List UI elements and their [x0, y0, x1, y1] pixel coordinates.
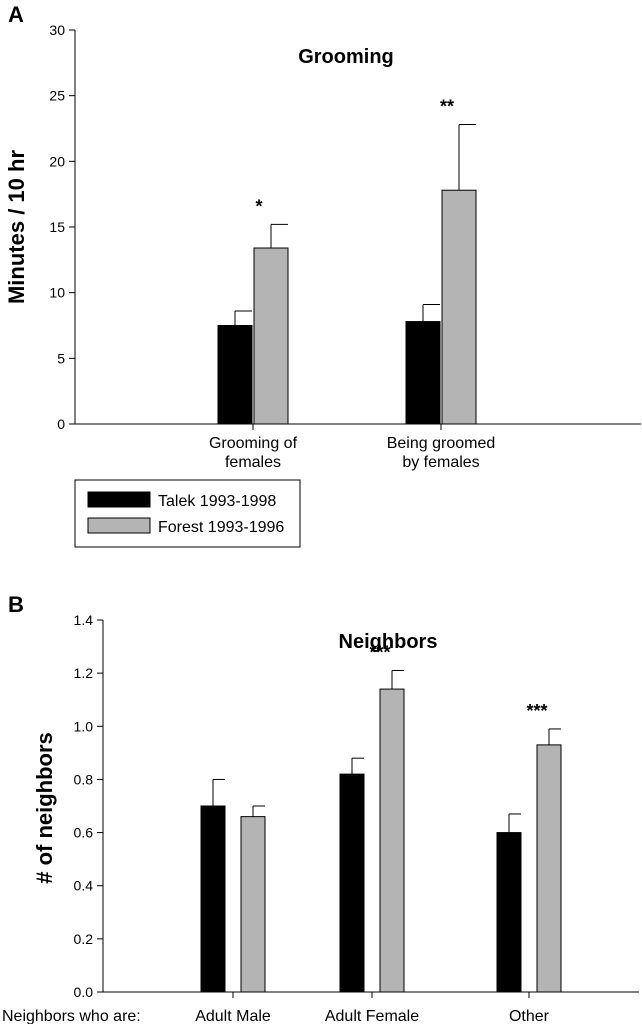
bar-forest-neighbors [379, 688, 405, 993]
legend-label-talek: Talek 1993-1998 [158, 493, 276, 510]
y-tick-label-neighbors: 1.2 [74, 665, 94, 681]
y-tick-label-grooming: 20 [49, 153, 65, 169]
y-tick-label-grooming: 25 [49, 88, 65, 104]
bar-forest-neighbors [536, 744, 562, 993]
y-tick-label-grooming: 5 [57, 350, 65, 366]
category-label-neighbors: Adult Female [325, 1008, 419, 1024]
bar-talek-neighbors [339, 773, 365, 993]
legend: Talek 1993-1998 Forest 1993-1996 [74, 479, 301, 548]
category-label-grooming: Being groomed [387, 435, 496, 452]
chart-title-grooming: Grooming [298, 46, 394, 68]
category-label-grooming: Grooming of [209, 435, 298, 452]
y-tick-label-grooming: 0 [57, 416, 65, 432]
bar-forest-neighbors [240, 816, 266, 993]
panel-letter-a: A [8, 2, 24, 27]
legend-swatch-forest [87, 517, 151, 534]
y-tick-label-neighbors: 1.0 [74, 718, 94, 734]
bar-forest-grooming [441, 189, 477, 425]
significance-label-neighbors: *** [526, 701, 547, 721]
y-tick-label-grooming: 10 [49, 285, 65, 301]
category-label-neighbors: Adult Male [195, 1008, 271, 1024]
chart-neighbors: B Neighbors # of neighbors Neighbors who… [2, 592, 639, 1024]
y-axis-label-neighbors: # of neighbors [32, 732, 57, 884]
bar-talek-grooming [405, 321, 441, 425]
category-label-grooming: by females [402, 454, 479, 471]
y-tick-label-neighbors: 0.8 [74, 771, 94, 787]
y-tick-label-neighbors: 0.0 [74, 984, 94, 1000]
significance-label-neighbors: *** [369, 642, 390, 662]
category-label-neighbors: Other [509, 1008, 550, 1024]
y-tick-label-grooming: 15 [49, 219, 65, 235]
chart-title-neighbors: Neighbors [339, 631, 438, 653]
y-tick-label-neighbors: 0.2 [74, 931, 94, 947]
bar-talek-neighbors [496, 832, 522, 993]
y-tick-label-neighbors: 1.4 [74, 612, 94, 628]
legend-swatch-talek [87, 491, 151, 508]
x-axis-label-neighbors: Neighbors who are: [2, 1008, 141, 1024]
bar-talek-grooming [217, 325, 253, 425]
y-tick-label-neighbors: 0.4 [74, 878, 94, 894]
y-axis-label-grooming: Minutes / 10 hr [4, 150, 29, 304]
legend-label-forest: Forest 1993-1996 [158, 519, 284, 536]
y-tick-label-neighbors: 0.6 [74, 825, 94, 841]
panel-letter-b: B [8, 592, 24, 617]
y-tick-label-grooming: 30 [49, 22, 65, 38]
significance-label-grooming: ** [440, 97, 454, 117]
category-label-grooming: females [225, 454, 281, 471]
chart-grooming: A Grooming Minutes / 10 hr 0 5 10 15 20 25 30 *… [4, 2, 641, 471]
bar-forest-grooming [253, 247, 289, 425]
bar-talek-neighbors [200, 805, 226, 993]
legend-box [74, 479, 301, 548]
significance-label-grooming: * [255, 196, 262, 216]
